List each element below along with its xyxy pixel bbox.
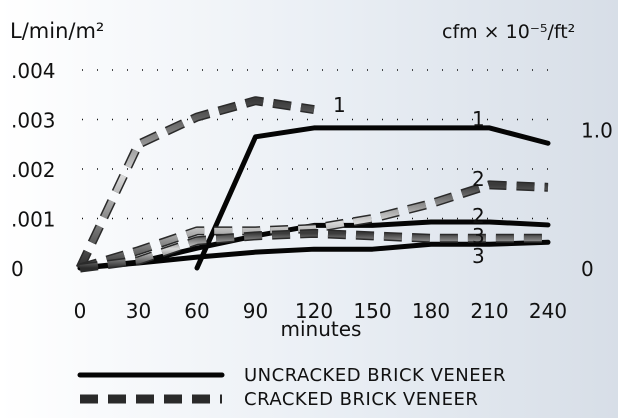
series-label-1: 1: [472, 107, 485, 131]
series-label-2: 2: [472, 204, 485, 228]
label-layer: .004 .003 .002 .001 0 1.0 0 0 30 60 90 120 150 180 210…: [10, 19, 613, 341]
x-tick-label: 240: [529, 299, 567, 323]
series-line-3-solid: [77, 239, 551, 271]
x-tick-label: 150: [353, 299, 391, 323]
series-label-1: 1: [333, 93, 346, 117]
x-tick-label: 60: [184, 299, 209, 323]
series-line-3-dashed: [79, 230, 548, 271]
x-axis-label: minutes: [281, 317, 362, 341]
x-tick-label: 0: [74, 299, 87, 323]
legend-layer: UNCRACKED BRICK VENEER CRACKED BRICK VENE…: [77, 365, 506, 410]
y-left-tick-label: 0: [11, 257, 24, 281]
y-right-axis-label: cfm × 10⁻⁵/ft²: [442, 21, 575, 43]
y-left-tick-label: .003: [11, 109, 56, 133]
legend-label-cracked: CRACKED BRICK VENEER: [244, 389, 478, 410]
legend-label-uncracked: UNCRACKED BRICK VENEER: [244, 365, 506, 386]
series-label-2: 2: [472, 167, 485, 191]
y-left-tick-label: .004: [11, 59, 56, 83]
series-line-1-dashed: [77, 97, 315, 270]
y-left-tick-label: .002: [11, 158, 56, 182]
series-label-3: 3: [472, 224, 485, 248]
series-layer: [75, 96, 551, 273]
y-right-tick-label: 1.0: [581, 118, 613, 142]
x-tick-label: 120: [295, 299, 333, 323]
series-line-1-solid: [194, 125, 551, 271]
series-line-2-dashed: [79, 181, 549, 271]
series-label-3: 3: [472, 244, 485, 268]
x-tick-label: 180: [412, 299, 450, 323]
x-tick-label: 210: [470, 299, 508, 323]
x-tick-label: 90: [243, 299, 268, 323]
y-left-axis-label: L/min/m²: [10, 19, 104, 43]
grid-layer: [82, 69, 548, 220]
y-left-tick-label: .001: [11, 208, 56, 232]
y-right-tick-label: 0: [581, 257, 594, 281]
x-tick-label: 30: [126, 299, 151, 323]
